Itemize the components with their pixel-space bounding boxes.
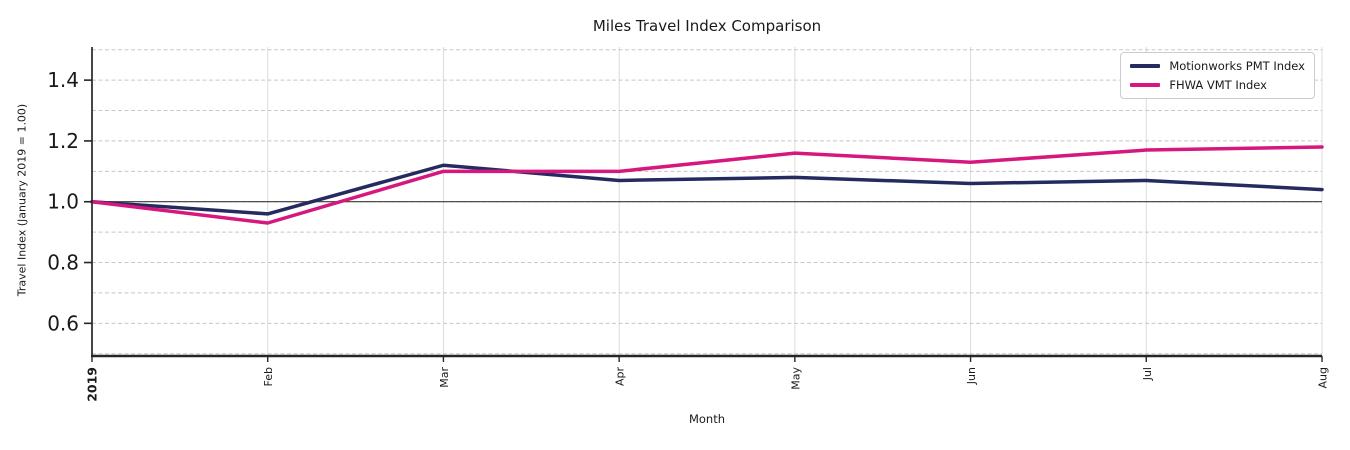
legend-line-swatch bbox=[1130, 64, 1161, 68]
y-tick-label: 0.6 bbox=[47, 311, 79, 335]
y-tick-label: 1.2 bbox=[47, 129, 79, 153]
chart-title: Miles Travel Index Comparison bbox=[592, 17, 822, 35]
y-tick-label: 1.0 bbox=[47, 190, 79, 214]
legend-item: Motionworks PMT Index bbox=[1130, 59, 1305, 73]
x-tick-label: Jun bbox=[965, 367, 978, 385]
y-axis-label: Travel Index (January 2019 = 1.00) bbox=[15, 103, 29, 297]
legend-label: FHWA VMT Index bbox=[1169, 78, 1267, 92]
x-tick-label: Mar bbox=[438, 367, 451, 388]
legend-label: Motionworks PMT Index bbox=[1169, 59, 1305, 73]
legend: Motionworks PMT Index FHWA VMT Index bbox=[1120, 52, 1315, 99]
y-tick-label: 1.4 bbox=[47, 68, 79, 92]
x-tick-label: Feb bbox=[262, 367, 275, 386]
x-axis-label: Month bbox=[688, 412, 726, 426]
x-tick-label: May bbox=[789, 367, 802, 390]
legend-line-swatch bbox=[1130, 83, 1161, 87]
x-tick-label: Apr bbox=[614, 367, 627, 387]
series-line bbox=[90, 145, 1324, 225]
legend-item: FHWA VMT Index bbox=[1130, 78, 1305, 92]
y-tick-label: 0.8 bbox=[47, 251, 79, 275]
x-tick-label: 2019 bbox=[85, 367, 100, 402]
series-line bbox=[90, 163, 1324, 216]
x-tick-label: Aug bbox=[1317, 367, 1330, 388]
x-tick-label: Jul bbox=[1141, 367, 1154, 381]
